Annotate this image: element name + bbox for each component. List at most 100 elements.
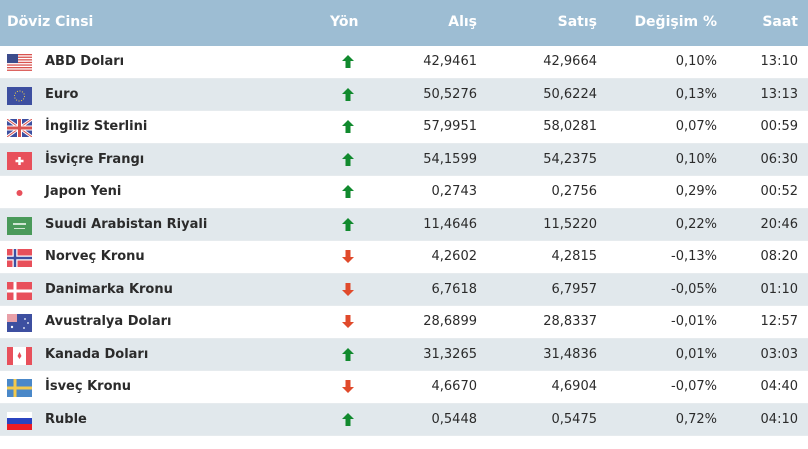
us-flag-icon (7, 54, 32, 72)
sell-value: 31,4836 (543, 346, 597, 362)
table-row[interactable]: Avustralya Doları 28,6899 28,8337 -0,01%… (0, 306, 808, 339)
arrow-up-icon (342, 152, 354, 170)
arrow-up-icon (342, 217, 354, 235)
change-value: -0,01% (671, 314, 717, 329)
sell-value: 54,2375 (543, 151, 597, 167)
time-value: 06:30 (760, 151, 798, 167)
change-value: -0,07% (671, 379, 717, 394)
table-row[interactable]: ABD Doları 42,9461 42,9664 0,10% 13:10 (0, 46, 808, 79)
table-row[interactable]: Ruble 0,5448 0,5475 0,72% 04:10 (0, 403, 808, 436)
se-flag-icon (7, 379, 32, 397)
change-value: 0,10% (675, 151, 717, 167)
header-time[interactable]: Saat (762, 14, 798, 30)
table-row[interactable]: Danimarka Kronu 6,7618 6,7957 -0,05% 01:… (0, 273, 808, 306)
au-flag-icon (7, 314, 32, 332)
sell-value: 6,7957 (551, 281, 598, 297)
arrow-down-icon (342, 282, 354, 300)
currency-name[interactable]: ABD Doları (45, 54, 125, 69)
sell-value: 4,2815 (551, 249, 598, 264)
eu-flag-icon (7, 86, 32, 105)
currency-name[interactable]: Ruble (45, 411, 87, 427)
currency-name[interactable]: Danimarka Kronu (45, 281, 173, 297)
sell-value: 28,8337 (543, 314, 597, 329)
time-value: 13:13 (760, 86, 798, 102)
header-change[interactable]: Değişim % (634, 14, 717, 30)
arrow-down-icon (342, 380, 354, 397)
table-row[interactable]: İngiliz Sterlini 57,9951 58,0281 0,07% 0… (0, 111, 808, 144)
table-row[interactable]: Japon Yeni 0,2743 0,2756 0,29% 00:52 (0, 176, 808, 209)
buy-value: 57,9951 (423, 119, 477, 134)
table-row[interactable]: Suudi Arabistan Riyali 11,4646 11,5220 0… (0, 208, 808, 241)
time-value: 20:46 (760, 216, 798, 232)
buy-value: 31,3265 (423, 346, 477, 362)
change-value: -0,13% (671, 249, 717, 264)
sell-value: 11,5220 (543, 216, 597, 232)
change-value: -0,05% (671, 281, 717, 297)
arrow-up-icon (342, 87, 354, 105)
currency-name[interactable]: İsviçre Frangı (45, 151, 145, 167)
header-sell[interactable]: Satış (557, 14, 597, 30)
time-value: 00:59 (760, 119, 798, 134)
buy-value: 11,4646 (423, 216, 477, 232)
ru-flag-icon (7, 411, 32, 430)
currency-name[interactable]: Norveç Kronu (45, 249, 145, 264)
change-value: 0,72% (675, 411, 717, 427)
currency-name[interactable]: Suudi Arabistan Riyali (45, 216, 208, 232)
sell-value: 0,2756 (551, 184, 598, 199)
table-row[interactable]: Euro 50,5276 50,6224 0,13% 13:13 (0, 78, 808, 111)
ca-flag-icon (7, 346, 32, 365)
change-value: 0,13% (675, 86, 717, 102)
arrow-up-icon (342, 347, 354, 365)
currency-name[interactable]: İsveç Kronu (45, 379, 132, 394)
arrow-up-icon (342, 120, 354, 137)
buy-value: 4,2602 (431, 249, 478, 264)
dk-flag-icon (7, 281, 32, 300)
table-row[interactable]: Kanada Doları 31,3265 31,4836 0,01% 03:0… (0, 338, 808, 371)
table-row[interactable]: İsveç Kronu 4,6670 4,6904 -0,07% 04:40 (0, 371, 808, 404)
currency-table: Döviz Cinsi Yön Alış Satış Değişim % Saa… (0, 0, 808, 436)
currency-name[interactable]: Avustralya Doları (45, 314, 172, 329)
buy-value: 4,6670 (431, 379, 478, 394)
sell-value: 4,6904 (551, 379, 598, 394)
buy-value: 54,1599 (423, 151, 477, 167)
header-currency[interactable]: Döviz Cinsi (7, 14, 94, 30)
buy-value: 42,9461 (423, 54, 477, 69)
time-value: 00:52 (760, 184, 798, 199)
arrow-down-icon (342, 250, 354, 267)
change-value: 0,07% (675, 119, 717, 134)
gb-flag-icon (7, 119, 32, 137)
currency-name[interactable]: Euro (45, 86, 79, 102)
currency-name[interactable]: İngiliz Sterlini (45, 119, 148, 134)
ch-flag-icon (7, 151, 32, 170)
time-value: 03:03 (760, 346, 798, 362)
table-row[interactable]: Norveç Kronu 4,2602 4,2815 -0,13% 08:20 (0, 241, 808, 274)
table-header: Döviz Cinsi Yön Alış Satış Değişim % Saa… (0, 0, 808, 46)
sell-value: 58,0281 (543, 119, 597, 134)
arrow-down-icon (342, 315, 354, 332)
sa-flag-icon (7, 216, 32, 235)
time-value: 08:20 (760, 249, 798, 264)
sell-value: 0,5475 (551, 411, 598, 427)
time-value: 13:10 (760, 54, 798, 69)
currency-name[interactable]: Japon Yeni (45, 184, 122, 199)
table-row[interactable]: İsviçre Frangı 54,1599 54,2375 0,10% 06:… (0, 143, 808, 176)
buy-value: 0,2743 (431, 184, 478, 199)
change-value: 0,10% (675, 54, 717, 69)
arrow-up-icon (342, 412, 354, 430)
buy-value: 28,6899 (423, 314, 477, 329)
change-value: 0,01% (675, 346, 717, 362)
jp-flag-icon (7, 184, 32, 202)
buy-value: 50,5276 (423, 86, 477, 102)
time-value: 04:40 (760, 379, 798, 394)
arrow-up-icon (342, 55, 354, 72)
no-flag-icon (7, 249, 32, 267)
change-value: 0,29% (675, 184, 717, 199)
sell-value: 50,6224 (543, 86, 597, 102)
currency-name[interactable]: Kanada Doları (45, 346, 149, 362)
header-direction[interactable]: Yön (330, 14, 359, 30)
change-value: 0,22% (675, 216, 717, 232)
sell-value: 42,9664 (543, 54, 597, 69)
header-buy[interactable]: Alış (448, 14, 477, 30)
arrow-up-icon (342, 185, 354, 202)
time-value: 12:57 (760, 314, 798, 329)
